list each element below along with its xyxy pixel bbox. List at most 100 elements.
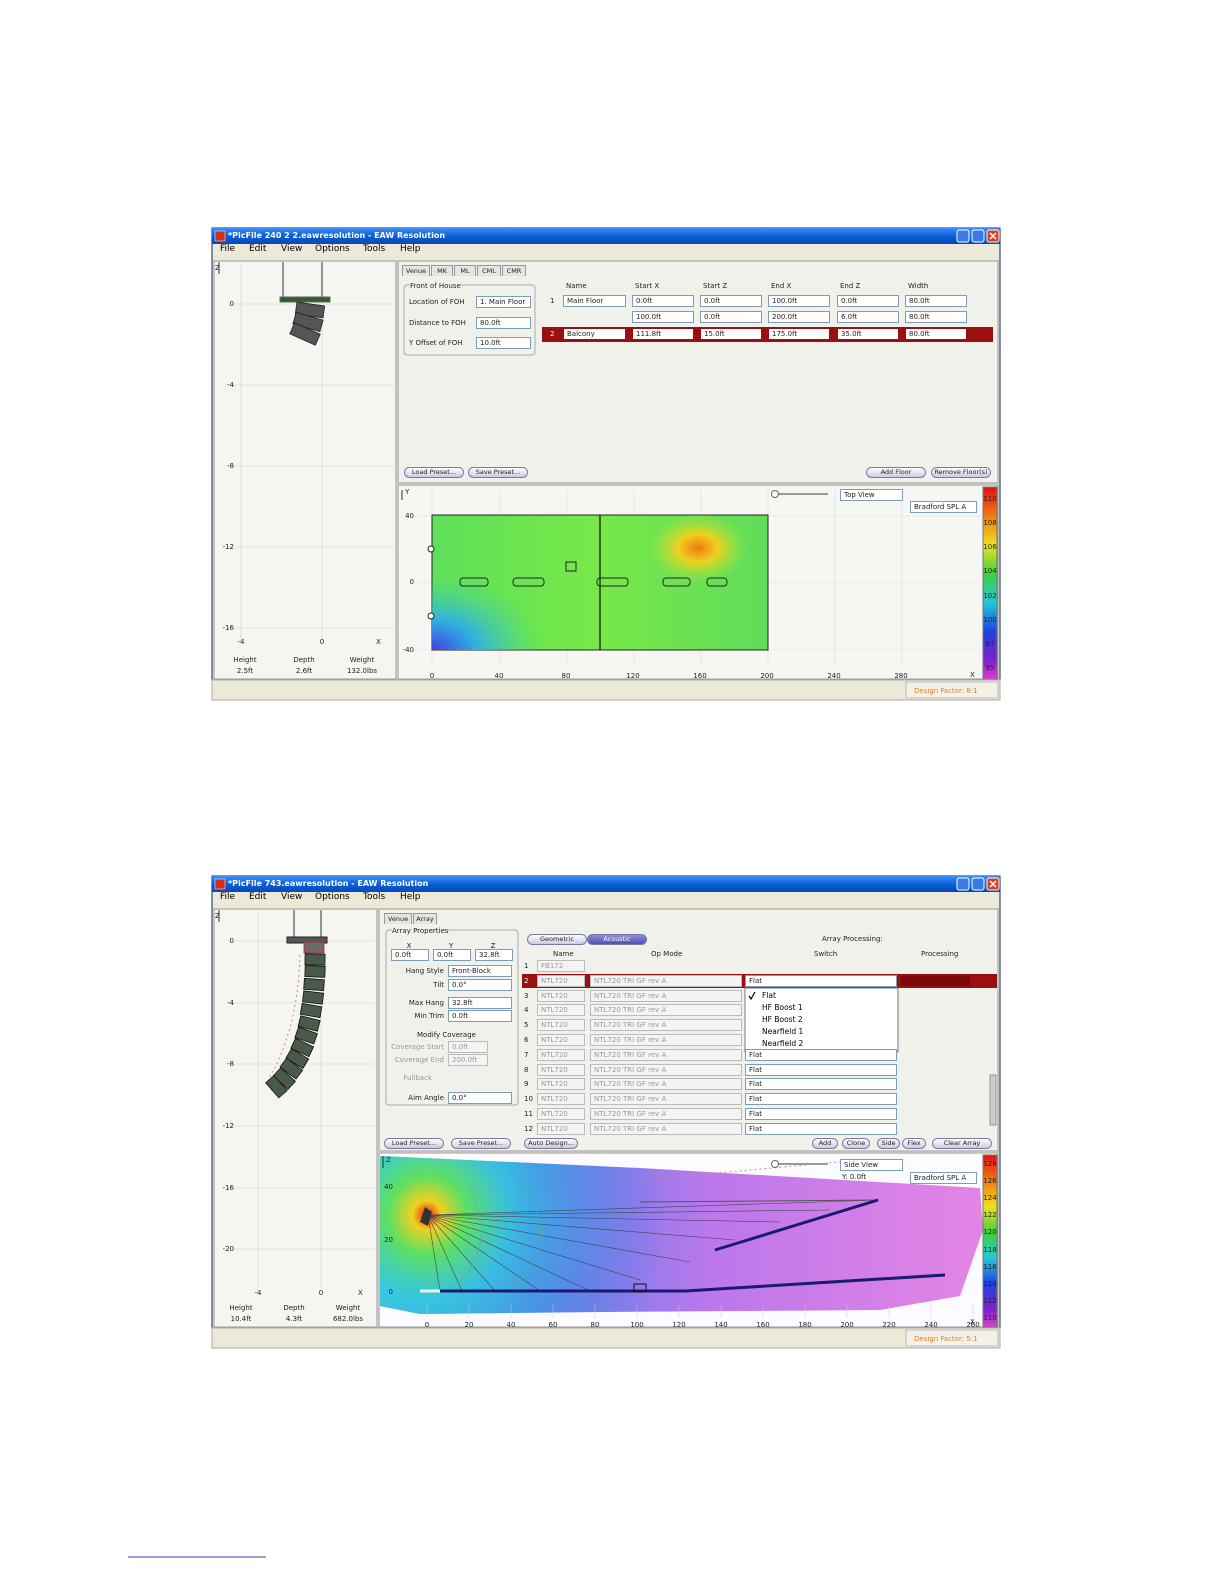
floor-cell[interactable]: 6.0ft	[837, 311, 899, 323]
field-input[interactable]: 1. Main Floor	[476, 296, 531, 308]
tab[interactable]: MK	[431, 265, 453, 276]
speaker-name[interactable]: NTL720	[537, 1004, 585, 1017]
tab[interactable]: CML	[477, 265, 501, 276]
button[interactable]: Clone	[842, 1138, 870, 1149]
op-mode[interactable]: NTL720 TRI GF rev A	[590, 1108, 742, 1120]
button[interactable]: Load Preset...	[404, 467, 464, 478]
button[interactable]: Remove Floor(s)	[931, 467, 991, 478]
dropdown-option[interactable]: Flat	[762, 991, 776, 1000]
switch-select[interactable]: Flat	[745, 1048, 897, 1061]
menu-item[interactable]: Edit	[249, 892, 267, 902]
floor-name[interactable]: Balcony	[563, 328, 626, 340]
tab[interactable]: Venue	[384, 913, 412, 924]
tab[interactable]: Venue	[402, 265, 430, 276]
position-input[interactable]: 32.8ft	[475, 949, 513, 961]
button[interactable]: Save Preset...	[468, 467, 528, 478]
button[interactable]: Flex	[902, 1138, 926, 1149]
op-mode[interactable]: NTL720 TRI GF rev A	[590, 1034, 742, 1046]
menu-item[interactable]: Edit	[249, 244, 267, 254]
switch-select[interactable]: Flat	[745, 1108, 897, 1120]
op-mode[interactable]: NTL720 TRI GF rev A	[590, 1093, 742, 1106]
switch-select[interactable]: Flat	[745, 1063, 897, 1076]
field-input[interactable]: Front-Block	[448, 965, 512, 977]
op-mode[interactable]: NTL720 TRI GF rev A	[590, 1063, 742, 1076]
menu-item[interactable]: View	[281, 244, 303, 254]
menu-item[interactable]: Help	[400, 892, 421, 902]
speaker-name[interactable]: NTL720	[537, 974, 585, 987]
floor-cell[interactable]: 100.0ft	[768, 295, 830, 307]
button[interactable]: Add	[812, 1138, 838, 1149]
op-mode[interactable]: NTL720 TRI GF rev A	[590, 989, 742, 1002]
floor-cell[interactable]: 0.0ft	[700, 295, 762, 307]
floor-cell[interactable]: 35.0ft	[837, 328, 899, 340]
switch-select[interactable]: Flat	[745, 1093, 897, 1106]
op-mode[interactable]: NTL720 TRI GF rev A	[590, 1019, 742, 1032]
switch-select[interactable]: Flat	[745, 1078, 897, 1091]
field-input[interactable]: 80.0ft	[476, 317, 531, 329]
menu-item[interactable]: File	[220, 244, 236, 254]
menu-item[interactable]: Options	[315, 892, 350, 902]
floor-cell[interactable]: 80.0ft	[905, 311, 967, 323]
dropdown-option[interactable]: HF Boost 1	[762, 1003, 803, 1012]
speaker-name[interactable]: NTL720	[537, 1034, 585, 1046]
position-input[interactable]: 0.0ft	[391, 949, 429, 961]
button[interactable]: Save Preset...	[451, 1138, 511, 1149]
op-mode[interactable]: NTL720 TRI GF rev A	[590, 1048, 742, 1061]
floor-cell[interactable]: 0.0ft	[837, 295, 899, 307]
speaker-name[interactable]: NTL720	[537, 1048, 585, 1061]
field-input[interactable]: 0.0ft	[448, 1010, 512, 1022]
button[interactable]: Side	[877, 1138, 900, 1149]
field-input[interactable]: 0.0°	[448, 1092, 512, 1104]
floor-cell[interactable]: 200.0ft	[768, 311, 830, 323]
speaker-name[interactable]: NTL720	[537, 1122, 585, 1135]
floor-cell[interactable]: 80.0ft	[905, 295, 967, 307]
menu-item[interactable]: File	[220, 892, 236, 902]
mode-button[interactable]: Acoustic	[587, 934, 647, 945]
switch-select[interactable]: Flat	[745, 974, 897, 987]
op-mode[interactable]: NTL720 TRI GF rev A	[590, 1078, 742, 1091]
field-input[interactable]: 0.0ft	[448, 1041, 488, 1053]
op-mode[interactable]: NTL720 TRI GF rev A	[590, 974, 742, 987]
floor-cell[interactable]: 100.0ft	[632, 311, 694, 323]
speaker-name[interactable]: NTL720	[537, 1108, 585, 1120]
speaker-name[interactable]: NTL720	[537, 1078, 585, 1091]
metric-select[interactable]: Bradford SPL A	[910, 501, 977, 513]
position-input[interactable]: 0.0ft	[433, 949, 471, 961]
button[interactable]: Auto Design...	[524, 1138, 578, 1149]
op-mode[interactable]: NTL720 TRI GF rev A	[590, 1122, 742, 1135]
floor-cell[interactable]: 0.0ft	[632, 295, 694, 307]
speaker-name[interactable]: FB172	[537, 960, 585, 972]
button[interactable]: Add Floor	[866, 467, 926, 478]
field-input[interactable]: 0.0°	[448, 979, 512, 991]
tab[interactable]: ML	[454, 265, 476, 276]
view-select[interactable]: Top View	[840, 489, 903, 501]
floor-cell[interactable]: 111.8ft	[632, 328, 694, 340]
floor-cell[interactable]: 175.0ft	[768, 328, 830, 340]
floor-name[interactable]: Main Floor	[563, 295, 626, 307]
switch-select[interactable]: Flat	[745, 1122, 897, 1135]
speaker-name[interactable]: NTL720	[537, 989, 585, 1002]
field-input[interactable]: 32.8ft	[448, 997, 512, 1009]
menu-item[interactable]: Tools	[363, 244, 386, 254]
menu-item[interactable]: View	[281, 892, 303, 902]
op-mode[interactable]: NTL720 TRI GF rev A	[590, 1004, 742, 1017]
speaker-name[interactable]: NTL720	[537, 1063, 585, 1076]
speaker-name[interactable]: NTL720	[537, 1093, 585, 1106]
field-input[interactable]: 200.0ft	[448, 1054, 488, 1066]
dropdown-option[interactable]: Nearfield 1	[762, 1027, 804, 1036]
floor-cell[interactable]: 15.0ft	[700, 328, 762, 340]
floor-cell[interactable]: 0.0ft	[700, 311, 762, 323]
button[interactable]: Clear Array	[932, 1138, 992, 1149]
dropdown-option[interactable]: Nearfield 2	[762, 1039, 804, 1048]
tab[interactable]: CMR	[502, 265, 526, 276]
mode-button[interactable]: Geometric	[527, 934, 587, 945]
menu-item[interactable]: Options	[315, 244, 350, 254]
floor-cell[interactable]: 80.0ft	[905, 328, 967, 340]
menu-item[interactable]: Help	[400, 244, 421, 254]
button[interactable]: Load Preset...	[384, 1138, 444, 1149]
menu-item[interactable]: Tools	[363, 892, 386, 902]
tab[interactable]: Array	[413, 913, 437, 924]
metric-select[interactable]: Bradford SPL A	[910, 1172, 977, 1184]
field-input[interactable]: 10.0ft	[476, 337, 531, 349]
view-select[interactable]: Side View	[840, 1159, 903, 1171]
